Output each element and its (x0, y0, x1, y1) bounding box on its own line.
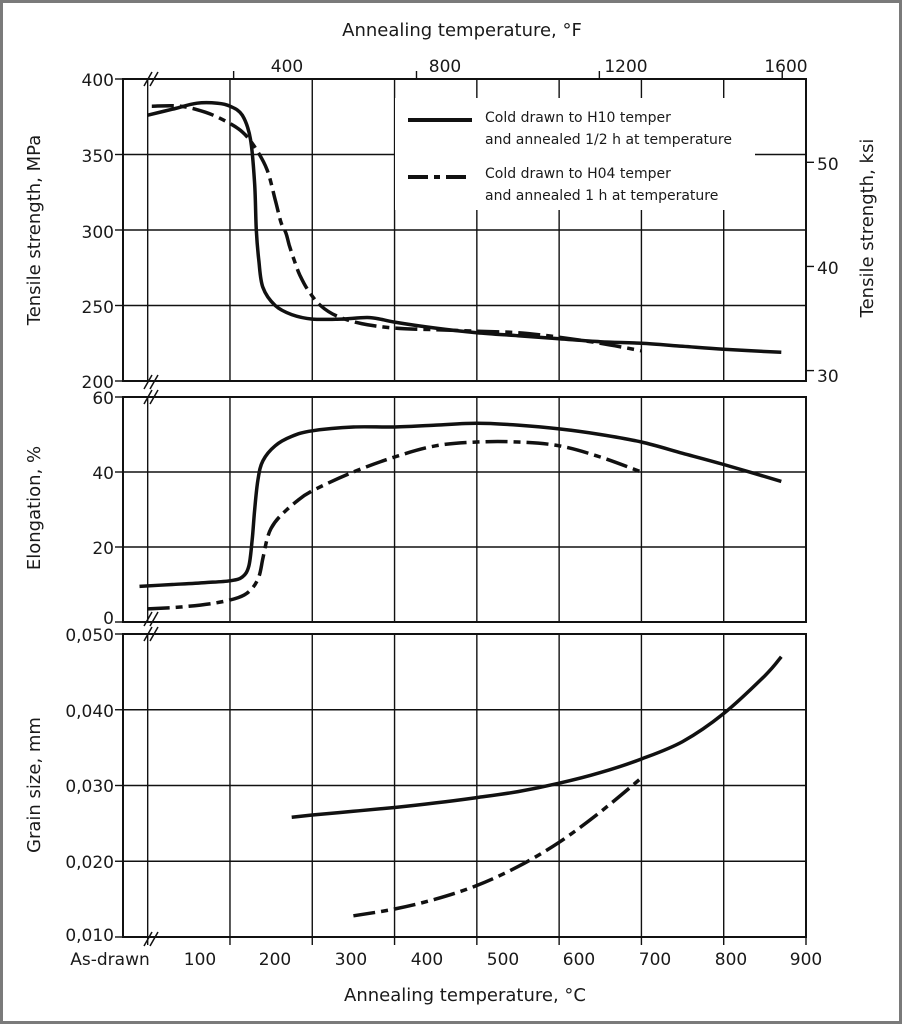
gs-axis-title: Grain size, mm (24, 717, 45, 853)
ts-tick-300: 300 (82, 223, 114, 243)
el-tick-60: 60 (92, 389, 114, 409)
break-mark (143, 611, 153, 627)
grain-size-series-h10 (291, 655, 783, 820)
legend-h10-line2: and annealed 1/2 h at temperature (485, 132, 732, 148)
ts-tick-200: 200 (82, 373, 114, 393)
gs-tick-010: 0,010 (65, 926, 114, 946)
panels (115, 71, 814, 945)
gs-tick-020: 0,020 (65, 853, 114, 873)
grain-size-series-h04 (353, 776, 643, 918)
x-tick-600: 600 (563, 950, 595, 970)
ts-tick-350: 350 (82, 147, 114, 167)
break-mark (149, 71, 159, 87)
ts-tick-400: 400 (82, 71, 114, 91)
top-tick-800: 800 (429, 57, 461, 77)
tensile-strength-panel (115, 78, 814, 382)
x-tick-100: 100 (184, 950, 216, 970)
break-mark (143, 71, 153, 87)
break-mark (149, 611, 159, 627)
el-tick-20: 20 (92, 539, 114, 559)
x-axis-title: Annealing temperature, °C (344, 985, 586, 1006)
ts-ksi-axis-title: Tensile strength, ksi (857, 139, 878, 319)
ts-axis-title: Tensile strength, MPa (24, 135, 45, 326)
tensile-strength-series-h04 (151, 104, 642, 353)
el-tick-0: 0 (103, 609, 114, 629)
break-mark (143, 389, 153, 405)
break-mark (149, 626, 159, 642)
axis-breaks (143, 71, 159, 947)
ksi-tick-30: 30 (817, 367, 839, 387)
ts-tick-250: 250 (82, 298, 114, 318)
top-tick-1200: 1200 (604, 57, 647, 77)
gs-tick-050: 0,050 (65, 626, 114, 646)
elongation-series-h10 (139, 421, 782, 589)
break-mark (143, 931, 153, 947)
panel-frame (122, 633, 807, 938)
top-axis-title: Annealing temperature, °F (342, 20, 582, 41)
legend-h04-line1: Cold drawn to H04 temper (485, 166, 671, 182)
x-tick-400: 400 (411, 950, 443, 970)
x-tick-500: 500 (487, 950, 519, 970)
x-tick-300: 300 (335, 950, 367, 970)
panel-frame (122, 78, 807, 382)
legend-h10-line1: Cold drawn to H10 temper (485, 110, 671, 126)
elongation-panel (115, 396, 807, 623)
break-mark (149, 374, 159, 390)
panel-frame (122, 396, 807, 623)
top-tick-1600: 1600 (764, 57, 807, 77)
gs-tick-040: 0,040 (65, 702, 114, 722)
x-tick-900: 900 (790, 950, 822, 970)
ksi-tick-40: 40 (817, 259, 839, 279)
x-tick-as-drawn: As-drawn (70, 950, 150, 970)
elongation-series-h04 (147, 439, 643, 611)
x-tick-800: 800 (715, 950, 747, 970)
top-tick-400: 400 (271, 57, 303, 77)
legend: Cold drawn to H10 temper and annealed 1/… (395, 98, 755, 210)
x-tick-700: 700 (639, 950, 671, 970)
grain-size-panel (115, 633, 807, 938)
gs-tick-030: 0,030 (65, 777, 114, 797)
break-mark (149, 389, 159, 405)
x-tick-200: 200 (259, 950, 291, 970)
break-mark (143, 626, 153, 642)
ksi-tick-50: 50 (817, 155, 839, 175)
legend-h04-line2: and annealed 1 h at temperature (485, 188, 718, 204)
tensile-strength-series-h10 (147, 100, 782, 355)
break-mark (149, 931, 159, 947)
el-axis-title: Elongation, % (24, 446, 45, 570)
el-tick-40: 40 (92, 464, 114, 484)
break-mark (143, 374, 153, 390)
legend-background (395, 98, 755, 210)
